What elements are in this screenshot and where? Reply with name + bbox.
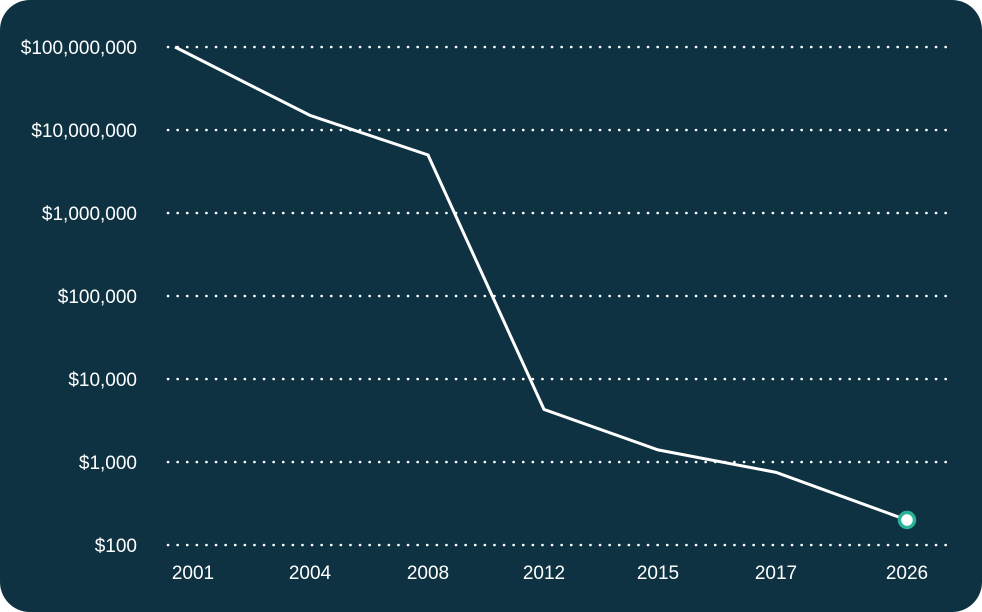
x-tick-label: 2008 <box>407 563 449 584</box>
x-tick-label: 2026 <box>886 563 928 584</box>
x-tick-label: 2004 <box>289 563 332 584</box>
end-point-marker <box>897 510 917 530</box>
x-tick-label: 2001 <box>172 563 214 584</box>
grid-lines <box>166 45 952 547</box>
markers <box>897 510 917 530</box>
series <box>174 45 908 522</box>
y-tick-label: $1,000 <box>79 453 137 474</box>
y-tick-label: $100 <box>95 536 137 557</box>
y-tick-label: $10,000,000 <box>31 121 137 142</box>
x-tick-label: 2017 <box>755 563 797 584</box>
y-tick-label: $10,000 <box>68 370 137 391</box>
x-tick-label: 2015 <box>637 563 679 584</box>
y-axis-tick-labels: $100,000,000 $10,000,000 $1,000,000 $100,00… <box>21 38 137 557</box>
y-tick-label: $1,000,000 <box>42 204 137 225</box>
y-tick-label: $100,000 <box>58 287 137 308</box>
x-axis-tick-labels: 2001 2004 2008 2012 2015 2017 2026 <box>172 563 928 584</box>
y-tick-label: $100,000,000 <box>21 38 137 59</box>
x-tick-label: 2012 <box>523 563 565 584</box>
series-line <box>174 45 908 522</box>
